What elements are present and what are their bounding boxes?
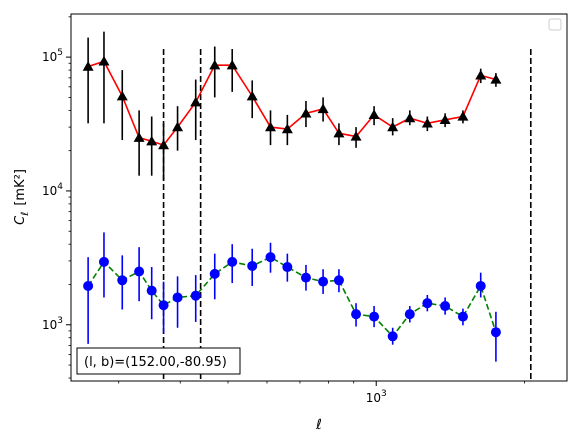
triangle-marker <box>317 103 329 114</box>
triangle-marker <box>226 59 238 70</box>
plot-frame <box>70 13 568 382</box>
triangle-marker <box>300 107 312 118</box>
y-axis-label: Cℓ [mK²] <box>13 169 31 225</box>
circle-marker <box>387 331 398 342</box>
circle-marker <box>351 309 362 320</box>
triangle-marker <box>387 121 399 132</box>
circle-marker <box>134 266 145 277</box>
axis-ticks: 103 104 105 103 <box>42 16 525 405</box>
triangle-marker <box>350 131 362 141</box>
circle-marker <box>83 280 94 291</box>
triangle-marker <box>82 61 94 71</box>
triangle-marker <box>475 69 487 80</box>
triangle-marker <box>246 90 258 101</box>
triangle-marker <box>421 117 433 128</box>
y-tick-label: 103 <box>42 316 63 332</box>
circle-marker <box>190 290 201 301</box>
circle-marker <box>318 276 329 287</box>
triangle-marker <box>490 74 502 84</box>
x-tick-label: 103 <box>366 389 387 405</box>
circle-marker <box>490 327 501 338</box>
triangle-marker <box>439 114 451 124</box>
triangle-marker <box>172 121 184 132</box>
circle-marker <box>146 285 157 296</box>
triangle-marker <box>190 96 202 107</box>
circle-marker <box>440 301 451 312</box>
y-axis-label-symbol: C <box>13 215 28 225</box>
triangle-marker <box>333 127 345 138</box>
triangle-marker <box>404 112 416 123</box>
reference-lines <box>162 49 532 381</box>
triangle-marker <box>116 90 128 101</box>
triangle-marker <box>209 59 221 70</box>
circle-marker <box>369 311 380 322</box>
circle-marker <box>422 298 433 309</box>
y-axis-label-unit: [mK²] <box>13 169 28 206</box>
triangle-marker <box>368 109 380 120</box>
circle-marker <box>158 300 169 311</box>
circle-marker <box>404 309 415 320</box>
circle-marker <box>475 280 486 291</box>
y-tick-label: 105 <box>42 48 63 64</box>
circle-marker <box>117 275 128 286</box>
triangle-marker <box>158 139 170 150</box>
triangle-marker <box>133 132 145 142</box>
triangle-marker <box>98 55 110 66</box>
circle-marker <box>265 252 276 263</box>
circle-marker <box>227 256 238 267</box>
triangle-marker <box>265 121 277 132</box>
circle-marker <box>457 311 468 322</box>
triangle-marker <box>146 135 158 146</box>
circle-marker <box>172 292 183 303</box>
circle-marker <box>282 262 293 273</box>
circle-marker <box>300 272 311 283</box>
circle-marker <box>98 256 109 267</box>
annotation-box: (l, b)=(152.00,-80.95) <box>76 347 241 375</box>
triangle-marker <box>457 110 469 121</box>
legend-box <box>548 18 562 31</box>
y-tick-label: 104 <box>42 182 63 198</box>
circle-marker <box>333 275 344 286</box>
triangle-marker <box>281 123 293 134</box>
circle-marker <box>247 260 258 271</box>
annotation-text: (l, b)=(152.00,-80.95) <box>84 355 227 370</box>
circle-marker <box>209 268 220 279</box>
x-axis-label: ℓ <box>315 417 322 433</box>
plot-background <box>71 14 567 381</box>
y-axis-label-subscript: ℓ <box>20 212 31 216</box>
data-markers <box>82 55 502 342</box>
